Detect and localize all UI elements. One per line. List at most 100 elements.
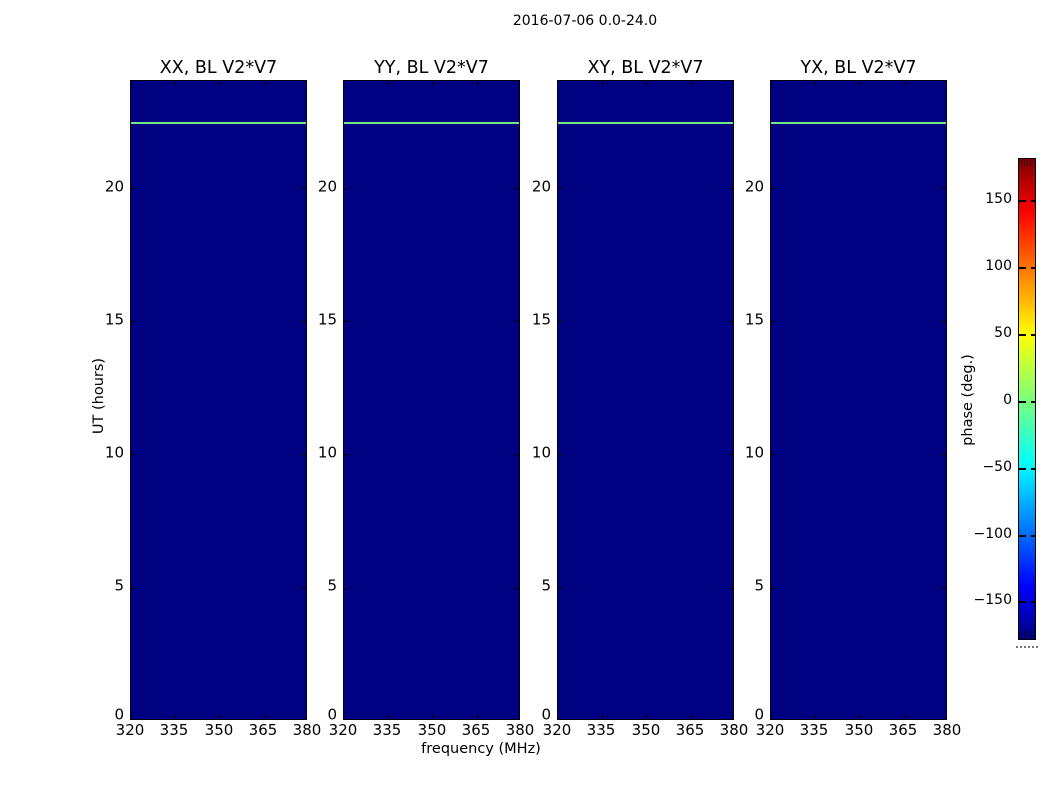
y-tick-label: 15 [531,310,551,329]
x-tick-mark [602,81,603,86]
x-tick-mark [859,714,860,719]
y-tick-mark [344,588,349,589]
y-tick-mark [131,588,136,589]
x-tick-mark [264,81,265,86]
colorbar-tick-label: 150 [985,191,1012,207]
x-tick-mark [646,714,647,719]
x-tick-mark [388,714,389,719]
figure-title: 2016-07-06 0.0-24.0 [512,13,658,29]
y-tick-label: 10 [104,443,124,462]
y-tick-label: 20 [317,177,337,196]
x-tick-label: 365 [888,721,918,739]
x-tick-mark [175,81,176,86]
y-tick-mark [301,321,306,322]
x-tick-label: 320 [115,721,145,739]
x-tick-mark [264,714,265,719]
colorbar-tick-mark [1031,601,1035,603]
y-tick-label: 0 [541,705,551,724]
panel-title: XY, BL V2*V7 [587,58,704,78]
colorbar-underflow-dots [1016,646,1038,648]
colorbar-tick-label: −150 [973,592,1012,608]
colorbar-tick-mark [1031,535,1035,537]
x-tick-label: 380 [932,721,962,739]
colorbar-tick-mark [1031,468,1035,470]
colorbar-tick-mark [1019,468,1026,470]
heatmap-area [770,80,947,720]
y-tick-mark [771,454,776,455]
heatmap-panel-yx: YX, BL V2*V7 0 5 10 15 20 320 335 350 36… [725,56,992,748]
phase-stripe [344,122,519,124]
colorbar-tick-label: 100 [985,258,1012,274]
y-tick-label: 20 [531,177,551,196]
y-tick-label: 15 [744,310,764,329]
y-tick-mark [344,188,349,189]
x-tick-label: 350 [417,721,447,739]
x-tick-label: 365 [675,721,705,739]
y-tick-mark [941,454,946,455]
heatmap-area [343,80,520,720]
x-tick-mark [219,81,220,86]
x-tick-label: 335 [799,721,829,739]
y-tick-label: 20 [744,177,764,196]
y-tick-mark [941,188,946,189]
y-tick-label: 0 [114,705,124,724]
x-tick-mark [904,714,905,719]
x-tick-label: 365 [248,721,278,739]
x-axis-label: frequency (MHz) [421,741,541,757]
colorbar-tick-label: 0 [1003,392,1012,408]
x-tick-mark [904,81,905,86]
y-tick-mark [131,188,136,189]
y-tick-mark [941,321,946,322]
panel-title: YX, BL V2*V7 [800,58,917,78]
panel-title: XX, BL V2*V7 [159,58,278,78]
y-tick-mark [771,588,776,589]
colorbar-tick-label: −100 [973,526,1012,542]
y-tick-mark [728,588,733,589]
x-tick-mark [815,81,816,86]
y-tick-mark [558,188,563,189]
colorbar-tick-mark [1031,200,1035,202]
x-tick-mark [432,714,433,719]
heatmap-panel-xy: XY, BL V2*V7 0 5 10 15 20 320 335 350 36… [512,56,779,748]
y-tick-label: 10 [531,443,551,462]
colorbar-end-hatch [1021,631,1033,638]
phase-stripe [558,122,733,124]
y-tick-label: 5 [327,576,337,595]
y-tick-mark [728,454,733,455]
colorbar-tick-label: 50 [994,325,1012,341]
colorbar-tick-mark [1019,334,1026,336]
y-tick-label: 10 [744,443,764,462]
x-tick-label: 380 [719,721,749,739]
y-tick-mark [558,321,563,322]
x-tick-mark [388,81,389,86]
x-tick-mark [219,714,220,719]
colorbar-axis-label: phase (deg.) [960,354,976,446]
y-tick-mark [514,588,519,589]
phase-stripe [131,122,306,124]
x-tick-mark [815,714,816,719]
colorbar-tick-mark [1019,601,1026,603]
y-tick-label: 5 [114,576,124,595]
x-tick-label: 350 [204,721,234,739]
y-tick-label: 5 [541,576,551,595]
y-tick-mark [131,321,136,322]
colorbar-tick-mark [1031,334,1035,336]
heatmap-panel-yy: YY, BL V2*V7 0 5 10 15 20 320 335 350 36… [298,56,565,748]
y-tick-mark [558,454,563,455]
y-tick-mark [301,454,306,455]
x-tick-label: 335 [372,721,402,739]
x-tick-label: 320 [755,721,785,739]
heatmap-panel-xx: XX, BL V2*V7 0 5 10 15 20 320 335 350 36… [85,56,352,748]
x-tick-label: 350 [844,721,874,739]
colorbar-tick-mark [1031,267,1035,269]
colorbar-tick-mark [1031,401,1035,403]
x-tick-mark [602,714,603,719]
y-tick-mark [344,454,349,455]
heatmap-area [130,80,307,720]
y-tick-label: 10 [317,443,337,462]
x-tick-mark [477,714,478,719]
colorbar-end-hatch [1021,160,1033,167]
x-tick-label: 380 [292,721,322,739]
x-tick-mark [432,81,433,86]
